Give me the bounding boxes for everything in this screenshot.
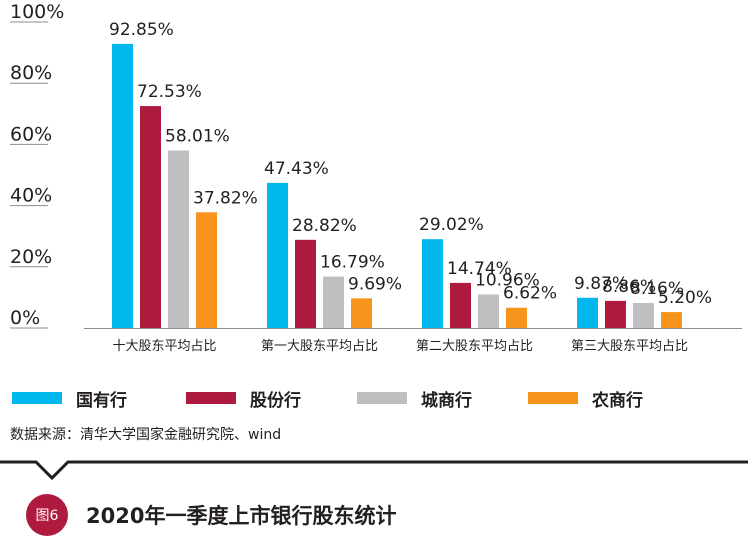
y-axis: 0% 20% 40% 60% 80% 100% xyxy=(10,1,64,329)
figure-caption: 图6 2020年一季度上市银行股东统计 xyxy=(26,494,396,536)
legend-item-nongshanghang: 农商行 xyxy=(528,386,643,411)
y-tick-label: 60% xyxy=(10,123,52,145)
bar-chart: 0% 20% 40% 60% 80% 100% 92.85% 47.43% 29.02% 9.8… xyxy=(10,1,742,354)
section-divider xyxy=(0,460,748,481)
legend-swatch xyxy=(12,392,62,404)
bar xyxy=(351,298,372,328)
legend-item-guoyouhang: 国有行 xyxy=(12,386,127,411)
bar-value-label: 9.87% xyxy=(574,274,628,294)
bar-value-label: 16.79% xyxy=(320,253,385,273)
legend-item-gufenhang: 股份行 xyxy=(186,386,301,411)
bar xyxy=(267,182,288,328)
legend-swatch xyxy=(528,392,578,404)
bars xyxy=(112,43,682,329)
bar xyxy=(450,282,471,328)
bar xyxy=(478,294,499,328)
bar-value-label: 58.01% xyxy=(165,126,230,146)
bar xyxy=(196,212,217,328)
bar-value-label: 6.62% xyxy=(503,284,557,304)
legend-label: 国有行 xyxy=(76,390,127,411)
legend-label: 城商行 xyxy=(421,390,472,411)
y-tick-label: 80% xyxy=(10,62,52,84)
figure-badge: 图6 xyxy=(26,494,68,536)
y-tick-label: 100% xyxy=(10,1,64,23)
bar-value-label: 92.85% xyxy=(109,20,174,40)
bar xyxy=(605,300,626,328)
bar xyxy=(633,303,654,328)
bar-value-label: 28.82% xyxy=(292,216,357,236)
bar-value-label: 29.02% xyxy=(419,215,484,235)
bar xyxy=(112,43,133,329)
bar-value-label: 9.69% xyxy=(348,274,402,294)
bar-value-label: 8.16% xyxy=(630,279,684,299)
y-tick-label: 40% xyxy=(10,185,52,207)
bar xyxy=(323,276,344,328)
x-category-label: 第一大股东平均占比 xyxy=(261,339,378,354)
bar xyxy=(577,297,598,328)
bar-value-label: 72.53% xyxy=(137,82,202,102)
legend: 国有行 股份行 城商行 农商行 xyxy=(0,386,748,411)
x-category-label: 第二大股东平均占比 xyxy=(416,339,533,354)
legend-label: 农商行 xyxy=(592,390,643,411)
source-note: 数据来源：清华大学国家金融研究院、wind xyxy=(10,427,282,443)
legend-swatch xyxy=(186,392,236,404)
bar xyxy=(661,312,682,328)
legend-swatch xyxy=(357,392,407,404)
bar xyxy=(140,106,161,328)
bar-value-label: 14.74% xyxy=(447,259,512,279)
bar xyxy=(295,239,316,328)
y-tick-label: 0% xyxy=(10,307,40,329)
x-category-label: 第三大股东平均占比 xyxy=(571,339,688,354)
bar-value-label: 10.96% xyxy=(475,270,540,290)
bar-value-label: 5.20% xyxy=(658,288,712,308)
x-category-label: 十大股东平均占比 xyxy=(112,339,216,354)
legend-label: 股份行 xyxy=(250,390,301,411)
bar xyxy=(168,150,189,328)
bar-value-label: 47.43% xyxy=(264,159,329,179)
bar xyxy=(506,307,527,328)
figure-title: 2020年一季度上市银行股东统计 xyxy=(86,504,397,528)
bar-value-labels: 92.85% 47.43% 29.02% 9.87% 72.53% 28.82% 14.74… xyxy=(109,20,712,308)
bar-value-label: 37.82% xyxy=(193,188,258,208)
bar xyxy=(422,239,443,328)
y-tick-label: 20% xyxy=(10,246,52,268)
bar-value-label: 8.86% xyxy=(602,277,656,297)
legend-item-chengshanghang: 城商行 xyxy=(357,386,472,411)
x-axis: 十大股东平均占比 第一大股东平均占比 第二大股东平均占比 第三大股东平均占比 xyxy=(84,328,742,354)
